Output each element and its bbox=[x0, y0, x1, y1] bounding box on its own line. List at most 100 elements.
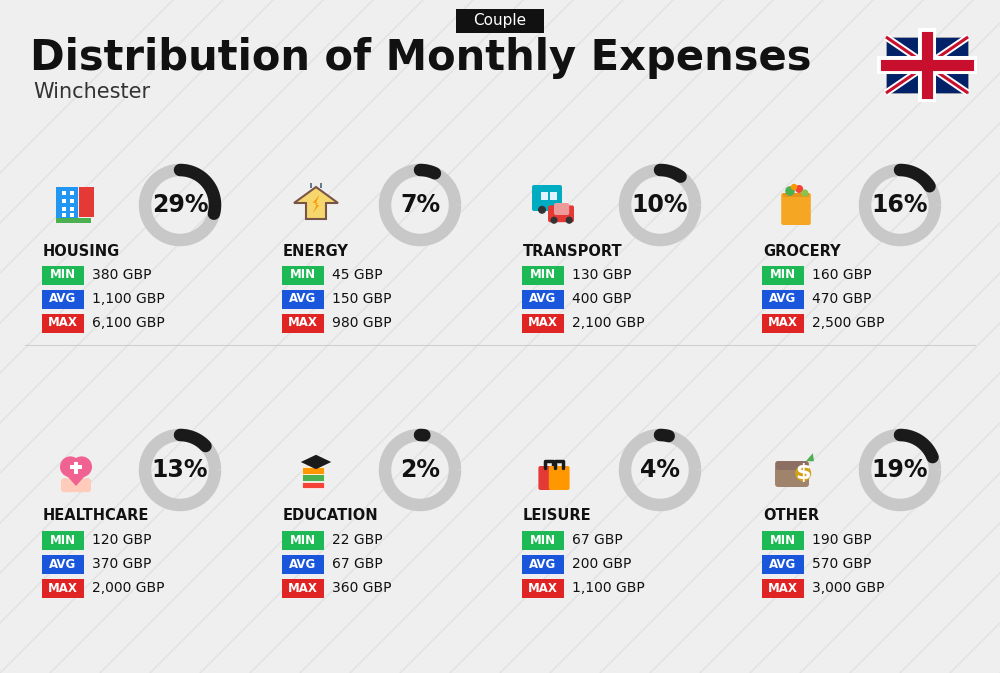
Text: 980 GBP: 980 GBP bbox=[332, 316, 392, 330]
Text: 370 GBP: 370 GBP bbox=[92, 557, 151, 571]
Text: 2,100 GBP: 2,100 GBP bbox=[572, 316, 645, 330]
Text: Couple: Couple bbox=[473, 13, 527, 28]
Text: TRANSPORT: TRANSPORT bbox=[523, 244, 623, 258]
Text: AVG: AVG bbox=[769, 293, 797, 306]
FancyBboxPatch shape bbox=[42, 530, 84, 549]
Text: 190 GBP: 190 GBP bbox=[812, 533, 872, 547]
Text: GROCERY: GROCERY bbox=[763, 244, 841, 258]
Text: 2%: 2% bbox=[400, 458, 440, 482]
FancyBboxPatch shape bbox=[62, 207, 66, 211]
FancyBboxPatch shape bbox=[541, 192, 548, 200]
FancyBboxPatch shape bbox=[282, 579, 324, 598]
Text: 45 GBP: 45 GBP bbox=[332, 268, 383, 282]
FancyBboxPatch shape bbox=[282, 555, 324, 573]
FancyBboxPatch shape bbox=[522, 579, 564, 598]
FancyBboxPatch shape bbox=[282, 314, 324, 332]
FancyBboxPatch shape bbox=[762, 579, 804, 598]
FancyBboxPatch shape bbox=[538, 466, 559, 490]
Circle shape bbox=[566, 217, 573, 224]
FancyBboxPatch shape bbox=[783, 193, 809, 197]
FancyBboxPatch shape bbox=[302, 467, 324, 474]
Circle shape bbox=[791, 184, 797, 190]
Text: 1,100 GBP: 1,100 GBP bbox=[572, 581, 645, 595]
FancyBboxPatch shape bbox=[762, 530, 804, 549]
FancyBboxPatch shape bbox=[554, 203, 569, 215]
FancyBboxPatch shape bbox=[70, 465, 82, 469]
Text: AVG: AVG bbox=[529, 293, 557, 306]
Text: MAX: MAX bbox=[288, 316, 318, 330]
FancyBboxPatch shape bbox=[70, 207, 74, 211]
Text: Winchester: Winchester bbox=[33, 82, 150, 102]
Text: 400 GBP: 400 GBP bbox=[572, 292, 631, 306]
FancyBboxPatch shape bbox=[74, 462, 78, 474]
Text: OTHER: OTHER bbox=[763, 509, 819, 524]
Circle shape bbox=[71, 456, 92, 477]
Text: 360 GBP: 360 GBP bbox=[332, 581, 392, 595]
FancyBboxPatch shape bbox=[522, 555, 564, 573]
Text: 570 GBP: 570 GBP bbox=[812, 557, 871, 571]
FancyBboxPatch shape bbox=[456, 9, 544, 33]
Text: 13%: 13% bbox=[152, 458, 208, 482]
Text: MAX: MAX bbox=[768, 581, 798, 594]
Circle shape bbox=[801, 189, 808, 197]
Text: 150 GBP: 150 GBP bbox=[332, 292, 392, 306]
FancyBboxPatch shape bbox=[70, 190, 74, 194]
Text: 470 GBP: 470 GBP bbox=[812, 292, 871, 306]
FancyBboxPatch shape bbox=[56, 187, 78, 223]
FancyBboxPatch shape bbox=[762, 289, 804, 308]
Text: MIN: MIN bbox=[50, 534, 76, 546]
Text: 120 GBP: 120 GBP bbox=[92, 533, 152, 547]
Text: MIN: MIN bbox=[530, 269, 556, 281]
FancyBboxPatch shape bbox=[282, 289, 324, 308]
Text: AVG: AVG bbox=[289, 293, 317, 306]
FancyBboxPatch shape bbox=[62, 190, 66, 194]
Text: 2,500 GBP: 2,500 GBP bbox=[812, 316, 885, 330]
FancyBboxPatch shape bbox=[522, 266, 564, 285]
FancyBboxPatch shape bbox=[56, 218, 91, 223]
Text: 67 GBP: 67 GBP bbox=[572, 533, 623, 547]
FancyBboxPatch shape bbox=[550, 192, 557, 200]
Text: 67 GBP: 67 GBP bbox=[332, 557, 383, 571]
FancyBboxPatch shape bbox=[42, 289, 84, 308]
Text: 10%: 10% bbox=[632, 193, 688, 217]
FancyBboxPatch shape bbox=[522, 314, 564, 332]
Text: AVG: AVG bbox=[529, 557, 557, 571]
FancyBboxPatch shape bbox=[775, 461, 809, 487]
FancyBboxPatch shape bbox=[781, 193, 811, 225]
FancyBboxPatch shape bbox=[62, 199, 66, 203]
Text: 2,000 GBP: 2,000 GBP bbox=[92, 581, 164, 595]
FancyBboxPatch shape bbox=[310, 458, 322, 463]
Text: MIN: MIN bbox=[770, 534, 796, 546]
Text: MIN: MIN bbox=[770, 269, 796, 281]
Text: 7%: 7% bbox=[400, 193, 440, 217]
Text: $: $ bbox=[795, 463, 811, 483]
Polygon shape bbox=[806, 453, 814, 461]
FancyBboxPatch shape bbox=[549, 466, 570, 490]
Text: MAX: MAX bbox=[528, 581, 558, 594]
FancyBboxPatch shape bbox=[532, 185, 562, 211]
Text: 3,000 GBP: 3,000 GBP bbox=[812, 581, 885, 595]
FancyBboxPatch shape bbox=[762, 266, 804, 285]
Text: ENERGY: ENERGY bbox=[283, 244, 349, 258]
FancyBboxPatch shape bbox=[310, 184, 312, 188]
Text: AVG: AVG bbox=[49, 557, 77, 571]
FancyBboxPatch shape bbox=[776, 461, 808, 470]
Text: 380 GBP: 380 GBP bbox=[92, 268, 152, 282]
Text: HOUSING: HOUSING bbox=[43, 244, 120, 258]
FancyBboxPatch shape bbox=[79, 187, 94, 217]
FancyBboxPatch shape bbox=[42, 314, 84, 332]
Text: 200 GBP: 200 GBP bbox=[572, 557, 631, 571]
Text: AVG: AVG bbox=[49, 293, 77, 306]
FancyBboxPatch shape bbox=[70, 213, 74, 217]
Text: 29%: 29% bbox=[152, 193, 208, 217]
Text: 19%: 19% bbox=[872, 458, 928, 482]
FancyBboxPatch shape bbox=[302, 482, 324, 488]
Text: MAX: MAX bbox=[288, 581, 318, 594]
Circle shape bbox=[785, 186, 795, 196]
Text: MAX: MAX bbox=[48, 316, 78, 330]
Text: MIN: MIN bbox=[290, 269, 316, 281]
FancyBboxPatch shape bbox=[548, 205, 574, 222]
Polygon shape bbox=[294, 187, 338, 219]
Text: 22 GBP: 22 GBP bbox=[332, 533, 383, 547]
FancyBboxPatch shape bbox=[282, 530, 324, 549]
